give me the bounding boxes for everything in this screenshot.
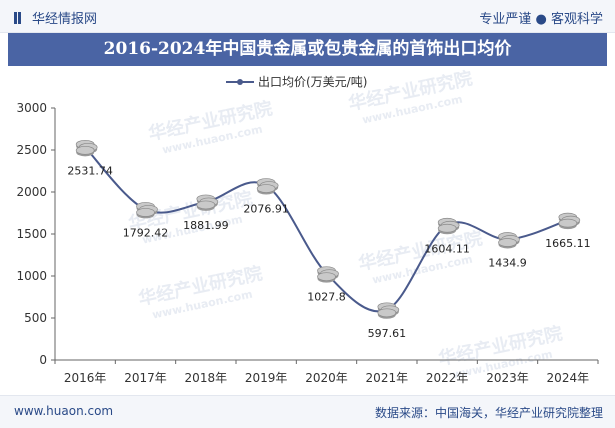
coin-stack-icon xyxy=(75,139,98,157)
x-tick-label: 2024年 xyxy=(547,371,590,385)
coin xyxy=(558,218,578,228)
coin xyxy=(256,184,276,193)
data-label: 1792.42 xyxy=(123,226,169,239)
slogan: 专业严谨 ● 客观科学 xyxy=(479,12,603,27)
coin-stack-icon xyxy=(317,266,339,283)
brand-name: 华经情报网 xyxy=(32,12,98,27)
coin-stack-icon xyxy=(498,232,520,249)
y-tick-label: 3000 xyxy=(16,101,47,115)
coin-stack-icon xyxy=(136,202,158,219)
coin xyxy=(196,200,216,210)
legend-label: 出口均价(万美元/吨) xyxy=(258,75,367,89)
y-tick-label: 1500 xyxy=(16,227,47,241)
y-tick-label: 500 xyxy=(24,311,47,325)
data-label: 1027.8 xyxy=(307,291,346,304)
data-label: 2076.91 xyxy=(243,203,289,216)
data-label: 1434.9 xyxy=(488,256,527,269)
coin xyxy=(317,272,336,282)
series: 2531.74 1792.42 1881.99 2076.91 1027.8 597.61… xyxy=(67,139,591,340)
y-tick-label: 0 xyxy=(39,353,47,367)
data-label: 1604.11 xyxy=(424,242,470,255)
brand[interactable]: 华经情报网 xyxy=(14,8,97,27)
coin-stack-icon xyxy=(437,217,460,235)
x-tick-label: 2022年 xyxy=(426,371,469,385)
x-tick-label: 2023年 xyxy=(486,371,529,385)
y-tick-label: 2500 xyxy=(16,143,47,157)
data-source: 数据来源：中国海关，华经产业研究院整理 xyxy=(374,406,603,420)
brand-logo-icon xyxy=(14,12,24,24)
x-tick-label: 2017年 xyxy=(124,371,167,385)
coin xyxy=(377,308,397,318)
x-tick-label: 2021年 xyxy=(366,371,409,385)
data-label: 597.61 xyxy=(368,327,407,340)
coin xyxy=(437,223,457,233)
footer-bar: www.huaon.com 数据来源：中国海关，华经产业研究院整理 xyxy=(0,395,615,428)
x-tick-label: 2019年 xyxy=(245,371,288,385)
legend-marker xyxy=(237,79,243,85)
y-tick-label: 2000 xyxy=(16,185,47,199)
coin xyxy=(75,145,95,155)
data-label: 1665.11 xyxy=(545,237,591,250)
coin-stack-icon xyxy=(377,302,400,319)
x-tick-label: 2020年 xyxy=(305,371,348,385)
x-tick-label: 2018年 xyxy=(185,371,228,385)
y-tick-label: 1000 xyxy=(16,269,47,283)
data-label: 2531.74 xyxy=(67,164,113,177)
coin-stack-icon xyxy=(558,212,581,230)
site-url[interactable]: www.huaon.com xyxy=(14,404,114,418)
coin xyxy=(136,208,155,217)
coin xyxy=(498,238,517,247)
top-bar: 华经情报网 专业严谨 ● 客观科学 xyxy=(0,0,615,33)
axes: 0 500 1000 1500 2000 2500 3000 2016年 2017年 2018年 2… xyxy=(16,101,599,385)
chart-title: 2016-2024年中国贵金属或包贵金属的首饰出口均价 xyxy=(8,33,607,66)
coin-stack-icon xyxy=(196,194,219,211)
data-label: 1881.99 xyxy=(183,219,229,232)
legend: 出口均价(万美元/吨) xyxy=(226,75,367,89)
coin-stack-icon xyxy=(256,178,279,195)
x-tick-label: 2016年 xyxy=(64,371,107,385)
